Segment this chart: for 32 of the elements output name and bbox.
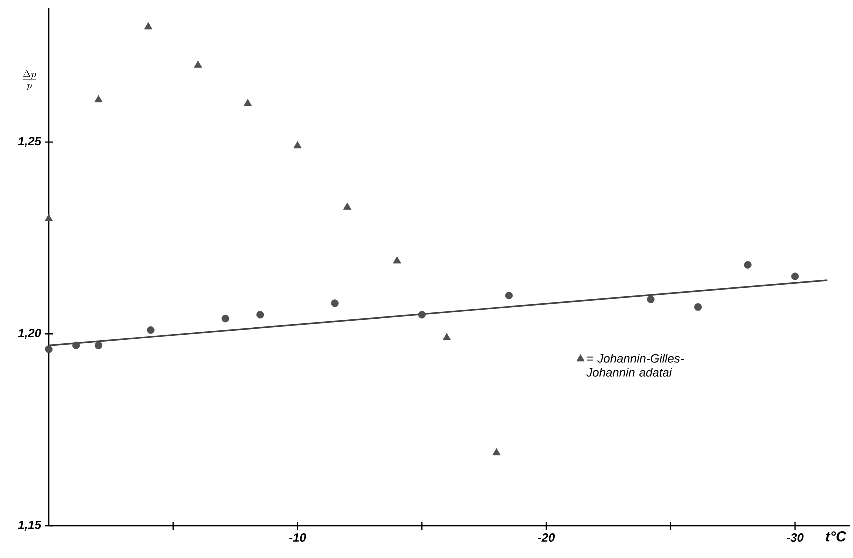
point	[505, 292, 513, 300]
point	[147, 326, 155, 334]
point	[44, 214, 54, 222]
y-tick-label: 1,25	[18, 137, 42, 148]
point	[647, 296, 655, 304]
point	[418, 311, 426, 319]
point	[492, 448, 501, 456]
x-tick-label: -10	[289, 534, 306, 542]
point	[791, 272, 800, 280]
y-tick-label: 1,20	[18, 329, 42, 340]
point	[256, 311, 264, 319]
x-axis-title: t°C	[826, 532, 847, 542]
point	[194, 60, 202, 68]
point	[94, 95, 103, 103]
y-tick-label: 1,15	[18, 520, 42, 532]
point	[144, 22, 153, 30]
point	[294, 141, 302, 149]
point	[442, 333, 452, 340]
point	[94, 342, 103, 350]
point	[393, 256, 402, 264]
point	[331, 300, 339, 308]
point	[343, 202, 352, 210]
point	[744, 261, 752, 269]
point	[222, 315, 230, 323]
point	[694, 303, 702, 312]
y-axis-title: $\frac{\Delta p}{p}$	[22, 70, 36, 90]
point	[45, 346, 53, 354]
point	[72, 342, 80, 350]
legend-label: = Johannin-Gilles-Johannin adatai	[586, 354, 684, 377]
x-tick-label: -20	[538, 534, 556, 542]
point	[244, 99, 252, 106]
x-tick-label: -30	[786, 534, 804, 542]
